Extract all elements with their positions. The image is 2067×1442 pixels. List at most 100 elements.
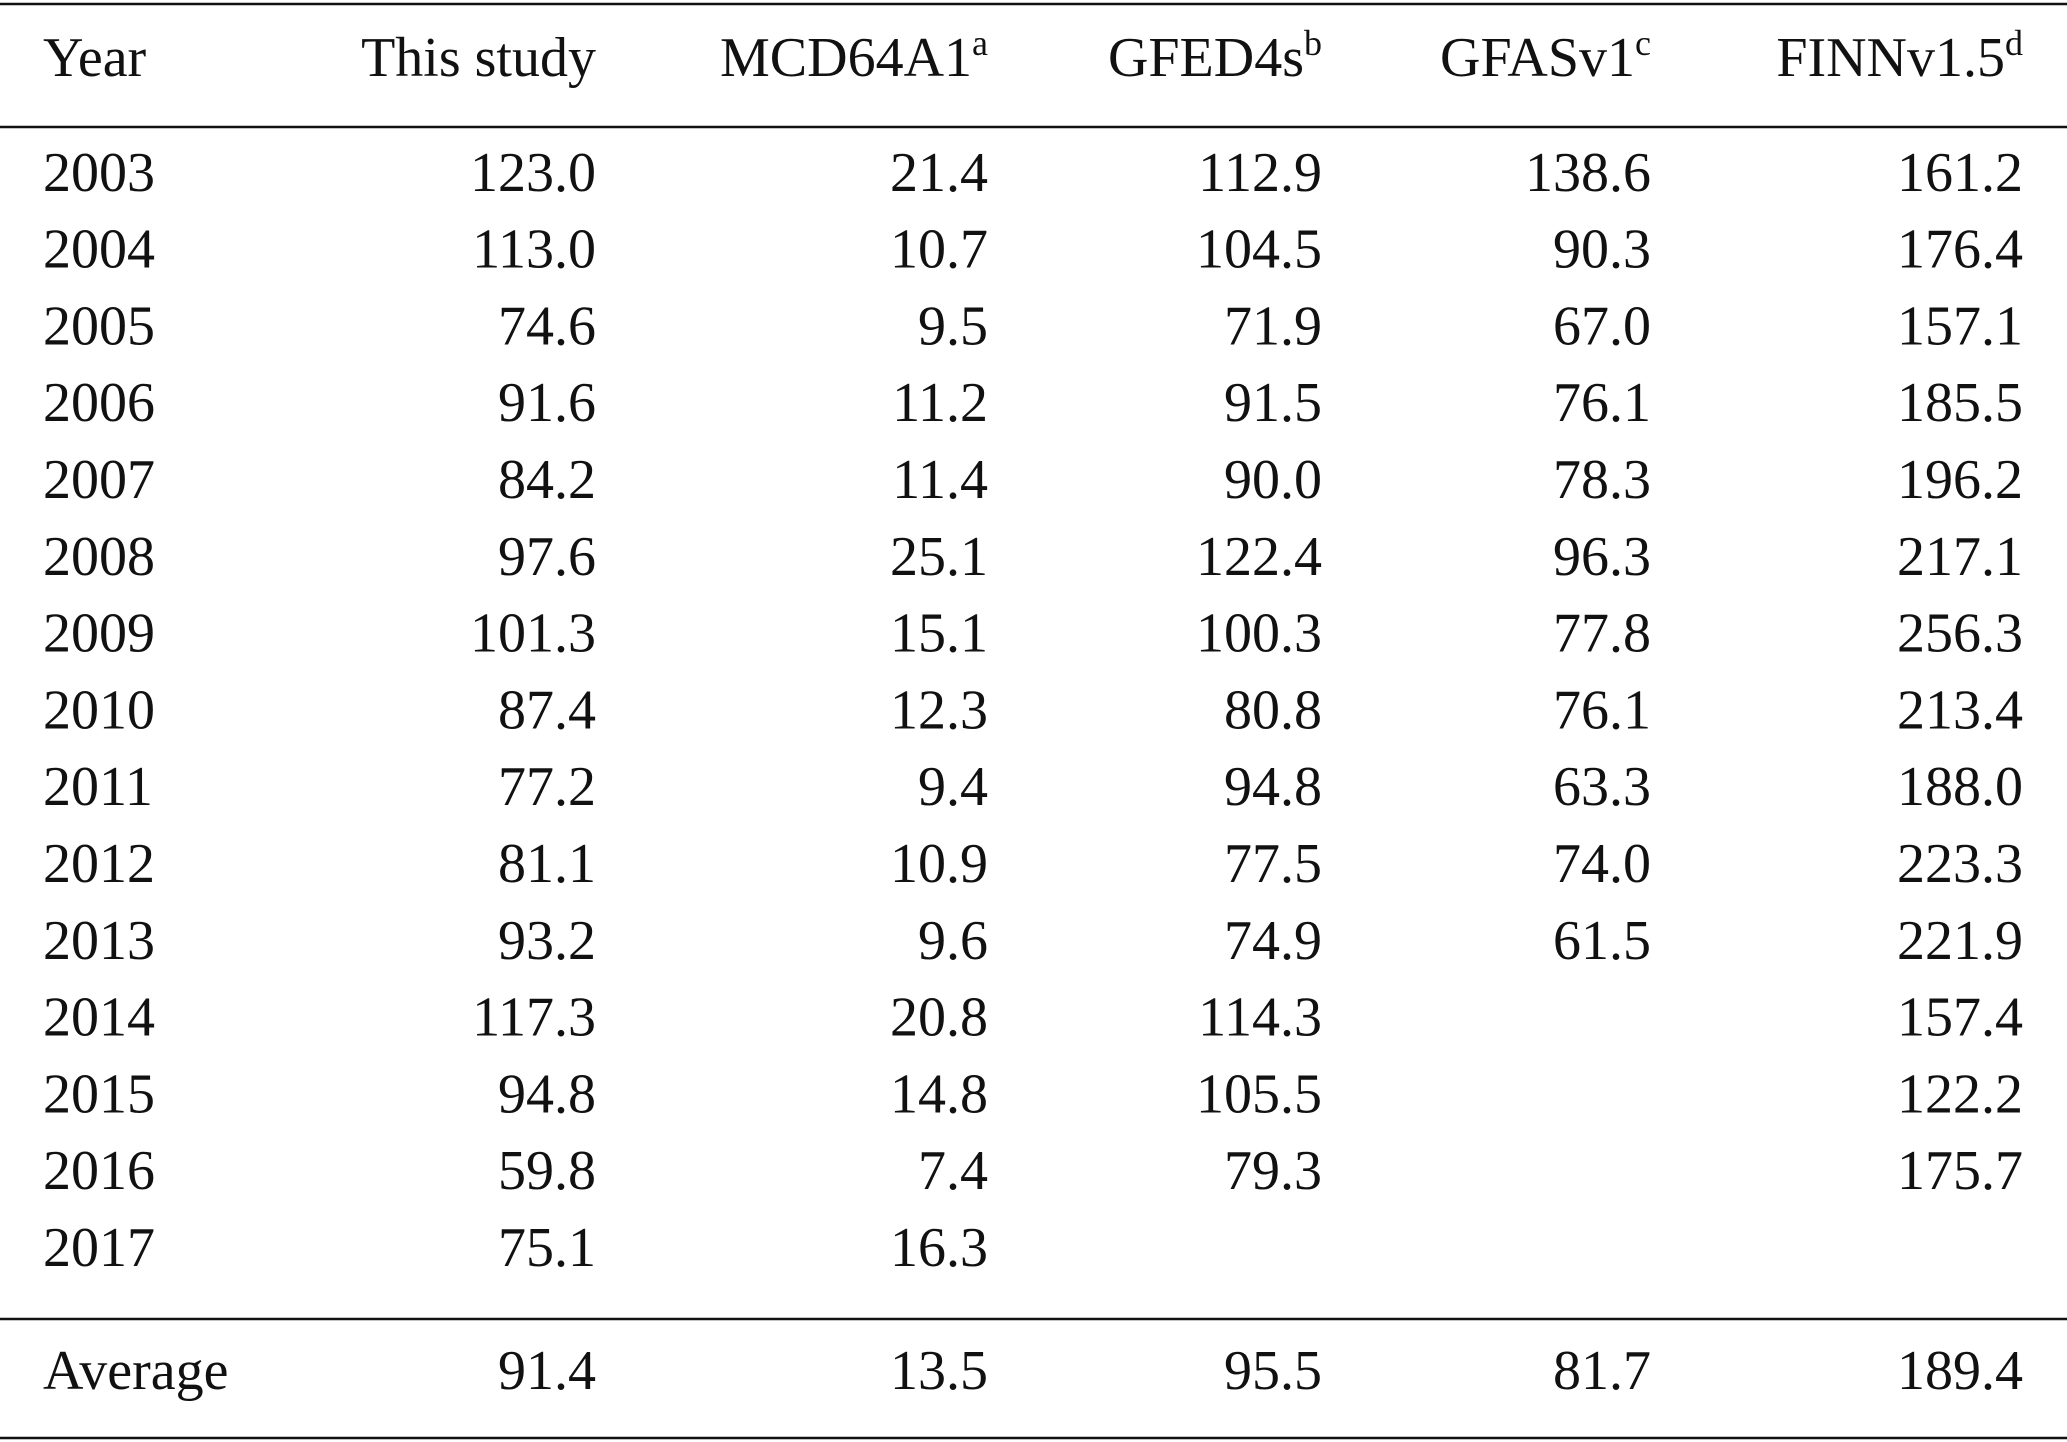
value-cell: 176.4: [1897, 219, 2023, 281]
column-header: GFED4sb: [1108, 23, 1322, 89]
value-cell: 9.6: [918, 910, 988, 972]
value-cell: 91.5: [1224, 372, 1322, 434]
year-cell: 2005: [43, 295, 155, 357]
value-cell: 90.3: [1553, 219, 1651, 281]
value-cell: 67.0: [1553, 295, 1651, 357]
header-superscript: b: [1304, 23, 1322, 63]
value-cell: 185.5: [1897, 372, 2023, 434]
value-cell: 96.3: [1553, 526, 1651, 588]
value-cell: 138.6: [1525, 142, 1651, 204]
value-cell: 11.2: [892, 372, 988, 434]
value-cell: 101.3: [470, 603, 596, 665]
value-cell: 97.6: [498, 526, 596, 588]
value-cell: 76.1: [1553, 679, 1651, 741]
value-cell: 93.2: [498, 910, 596, 972]
footer-value: 189.4: [1897, 1340, 2023, 1402]
value-cell: 79.3: [1224, 1140, 1322, 1202]
footer-value: 81.7: [1553, 1340, 1651, 1402]
year-cell: 2011: [43, 756, 153, 818]
column-header: FINNv1.5d: [1776, 23, 2023, 89]
value-cell: 11.4: [892, 449, 988, 511]
value-cell: 94.8: [498, 1063, 596, 1125]
footer-value: 95.5: [1224, 1340, 1322, 1402]
value-cell: 71.9: [1224, 295, 1322, 357]
column-header: Year: [43, 27, 147, 89]
value-cell: 105.5: [1196, 1063, 1322, 1125]
value-cell: 114.3: [1198, 987, 1322, 1049]
footer-label: Average: [43, 1340, 229, 1402]
value-cell: 217.1: [1897, 526, 2023, 588]
year-cell: 2016: [43, 1140, 155, 1202]
value-cell: 122.2: [1897, 1063, 2023, 1125]
value-cell: 81.1: [498, 833, 596, 895]
value-cell: 78.3: [1553, 449, 1651, 511]
footer-value: 13.5: [890, 1340, 988, 1402]
value-cell: 77.8: [1553, 603, 1651, 665]
header-label: GFED4s: [1108, 27, 1304, 89]
header-superscript: a: [972, 23, 988, 63]
header-label: GFASv1: [1440, 27, 1635, 89]
value-cell: 87.4: [498, 679, 596, 741]
year-cell: 2003: [43, 142, 155, 204]
year-cell: 2008: [43, 526, 155, 588]
value-cell: 157.4: [1897, 987, 2023, 1049]
value-cell: 77.2: [498, 756, 596, 818]
value-cell: 74.9: [1224, 910, 1322, 972]
value-cell: 196.2: [1897, 449, 2023, 511]
value-cell: 122.4: [1196, 526, 1322, 588]
header-label: This study: [361, 27, 596, 89]
value-cell: 25.1: [890, 526, 988, 588]
year-cell: 2010: [43, 679, 155, 741]
value-cell: 100.3: [1196, 603, 1322, 665]
value-cell: 21.4: [890, 142, 988, 204]
value-cell: 7.4: [918, 1140, 988, 1202]
value-cell: 91.6: [498, 372, 596, 434]
value-cell: 223.3: [1897, 833, 2023, 895]
value-cell: 10.7: [890, 219, 988, 281]
value-cell: 9.4: [918, 756, 988, 818]
value-cell: 256.3: [1897, 603, 2023, 665]
year-cell: 2013: [43, 910, 155, 972]
header-label: Year: [43, 27, 147, 89]
column-header: GFASv1c: [1440, 23, 1651, 89]
value-cell: 84.2: [498, 449, 596, 511]
year-cell: 2007: [43, 449, 155, 511]
value-cell: 74.6: [498, 295, 596, 357]
value-cell: 63.3: [1553, 756, 1651, 818]
year-cell: 2009: [43, 603, 155, 665]
value-cell: 16.3: [890, 1217, 988, 1279]
value-cell: 112.9: [1198, 142, 1322, 204]
value-cell: 77.5: [1224, 833, 1322, 895]
header-label: FINNv1.5: [1776, 27, 2005, 89]
year-cell: 2015: [43, 1063, 155, 1125]
value-cell: 188.0: [1897, 756, 2023, 818]
value-cell: 221.9: [1897, 910, 2023, 972]
year-cell: 2012: [43, 833, 155, 895]
value-cell: 15.1: [890, 603, 988, 665]
value-cell: 161.2: [1897, 142, 2023, 204]
value-cell: 10.9: [890, 833, 988, 895]
value-cell: 213.4: [1897, 679, 2023, 741]
header-superscript: d: [2005, 23, 2023, 63]
year-cell: 2006: [43, 372, 155, 434]
value-cell: 14.8: [890, 1063, 988, 1125]
column-header: This study: [361, 27, 596, 89]
value-cell: 61.5: [1553, 910, 1651, 972]
header-superscript: c: [1635, 23, 1651, 63]
year-cell: 2014: [43, 987, 155, 1049]
value-cell: 113.0: [472, 219, 596, 281]
value-cell: 9.5: [918, 295, 988, 357]
column-header: MCD64A1a: [720, 23, 988, 89]
value-cell: 94.8: [1224, 756, 1322, 818]
value-cell: 12.3: [890, 679, 988, 741]
footer-value: 91.4: [498, 1340, 596, 1402]
value-cell: 75.1: [498, 1217, 596, 1279]
year-cell: 2004: [43, 219, 155, 281]
header-label: MCD64A1: [720, 27, 972, 89]
value-cell: 59.8: [498, 1140, 596, 1202]
value-cell: 20.8: [890, 987, 988, 1049]
value-cell: 80.8: [1224, 679, 1322, 741]
value-cell: 157.1: [1897, 295, 2023, 357]
